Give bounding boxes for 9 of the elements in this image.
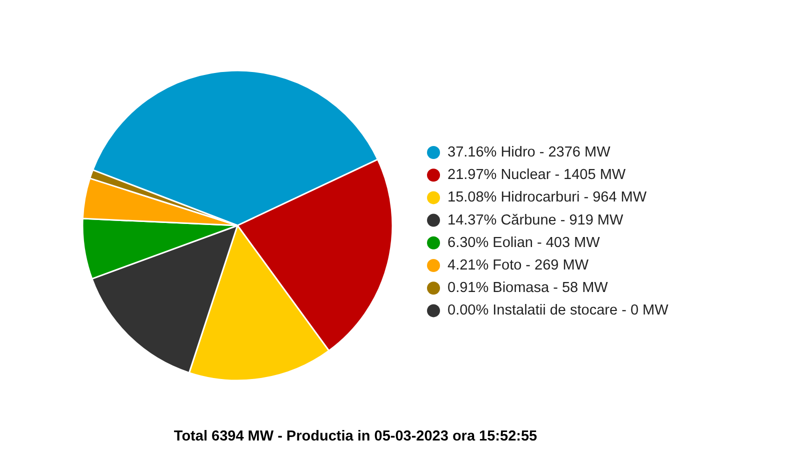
legend-label: 15.08% Hidrocarburi - 964 MW bbox=[448, 190, 647, 206]
legend-label: 14.37% Cărbune - 919 MW bbox=[448, 212, 624, 228]
text: Total 6394 MW - Productia in 05-03-2023 ora 15:52:55 bbox=[174, 428, 538, 444]
legend-label: 4.21% Foto - 269 MW bbox=[448, 258, 589, 274]
legend-label: 0.91% Biomasa - 58 MW bbox=[448, 280, 608, 296]
legend-label: 6.30% Eolian - 403 MW bbox=[448, 234, 600, 251]
legend-label: 0.00% Instalatii de stocare - 0 MW bbox=[448, 302, 669, 319]
legend-label: 37.16% Hidro - 2376 MW bbox=[448, 144, 611, 160]
legend-label: 21.97% Nuclear - 1405 MW bbox=[448, 167, 626, 184]
